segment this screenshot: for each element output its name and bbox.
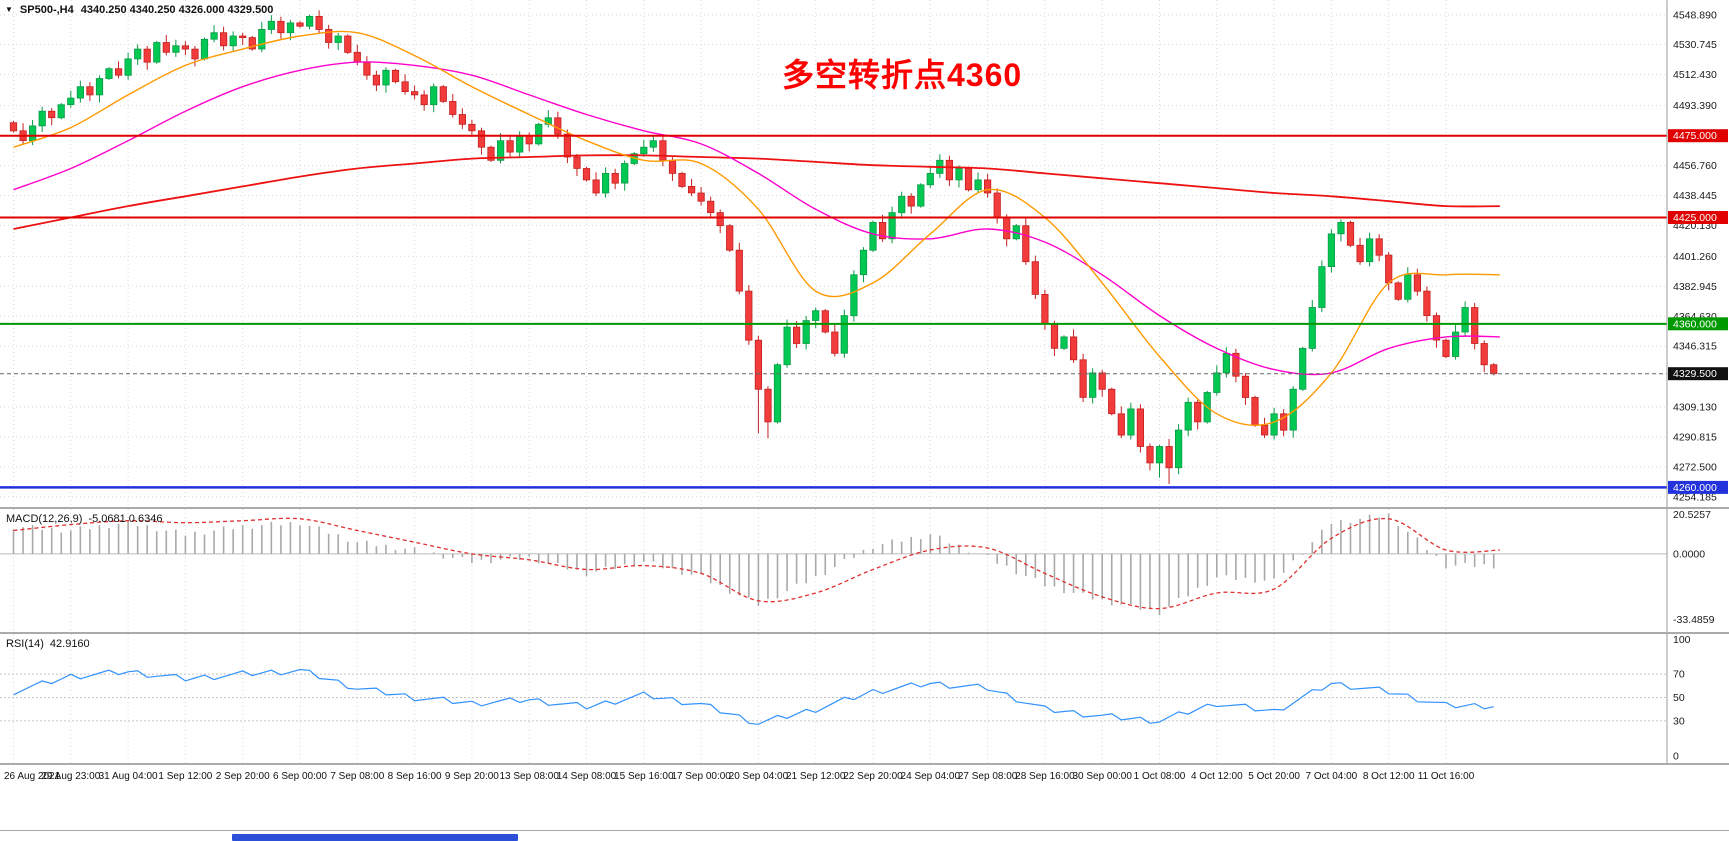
price-badge: 4360.000 (1668, 317, 1728, 331)
time-label: 17 Sep 00:00 (671, 771, 731, 782)
time-label: 20 Sep 04:00 (728, 771, 789, 782)
rsi-grid (13, 634, 1447, 763)
svg-text:100: 100 (1673, 634, 1691, 646)
price-axis-labels[interactable]: 4548.890 4530.745 4512.430 4493.390 4456.760… (1673, 9, 1717, 503)
svg-text:0.0000: 0.0000 (1673, 548, 1705, 560)
svg-text:4456.760: 4456.760 (1673, 160, 1717, 172)
macd-panel[interactable]: 20.5257 0.0000 -33.4859 MACD(12,26,9) -5.06… (0, 509, 1729, 632)
scrollbar-thumb[interactable] (232, 834, 518, 841)
svg-text:4512.430: 4512.430 (1673, 69, 1717, 81)
collapse-triangle-icon[interactable]: ▼ (5, 5, 13, 14)
time-label: 9 Sep 20:00 (444, 771, 499, 782)
time-label: 30 Sep 00:00 (1072, 771, 1132, 782)
macd-histogram (12, 513, 1495, 616)
time-axis[interactable]: 26 Aug 2021 29 Aug 23:00 31 Aug 04:00 1 Sep… (0, 763, 1729, 791)
ma-orange-line (13, 30, 1500, 426)
rsi-axis-labels[interactable]: 100 70 50 30 0 (1673, 634, 1691, 763)
annotation-text: 多空转折点4360 (782, 57, 1023, 93)
panel-divider[interactable] (0, 632, 1729, 634)
rsi-indicator-label: RSI(14) 42.9160 (6, 638, 90, 650)
price-badge: 4425.000 (1668, 211, 1728, 224)
price-badge: 4475.000 (1668, 129, 1728, 143)
macd-signal-line (13, 517, 1500, 610)
svg-text:4290.815: 4290.815 (1673, 432, 1717, 444)
svg-text:20.5257: 20.5257 (1673, 509, 1711, 521)
svg-text:4360.000: 4360.000 (1673, 318, 1717, 330)
svg-text:-33.4859: -33.4859 (1673, 614, 1715, 626)
time-label: 6 Sep 00:00 (273, 771, 327, 782)
svg-text:4401.260: 4401.260 (1673, 251, 1717, 263)
rsi-panel[interactable]: 100 70 50 30 0 RSI(14) 42.9160 (0, 634, 1729, 763)
time-label: 8 Oct 12:00 (1362, 771, 1415, 782)
ohlc-values: 4340.250 4340.250 4326.000 4329.500 (80, 4, 274, 16)
rsi-canvas[interactable]: 100 70 50 30 0 (0, 634, 1729, 763)
time-label: 8 Sep 16:00 (387, 771, 442, 782)
time-label: 13 Sep 08:00 (499, 771, 559, 782)
rsi-value: 42.9160 (49, 638, 90, 650)
time-label: 7 Sep 08:00 (330, 771, 385, 782)
svg-text:4260.000: 4260.000 (1673, 482, 1717, 494)
time-label: 15 Sep 16:00 (614, 771, 674, 782)
macd-label: MACD(12,26,9) (6, 513, 83, 525)
macd-axis-labels[interactable]: 20.5257 0.0000 -33.4859 (1673, 509, 1715, 626)
rsi-label: RSI(14) (6, 638, 44, 650)
svg-text:50: 50 (1673, 692, 1685, 704)
time-label: 1 Sep 12:00 (158, 771, 213, 782)
symbol-ohlc-label: ▼ SP500-,H4 4340.250 4340.250 4326.000 4… (5, 4, 273, 16)
svg-text:4329.500: 4329.500 (1673, 368, 1717, 380)
time-label: 27 Sep 08:00 (957, 771, 1018, 782)
panel-divider[interactable] (0, 507, 1729, 509)
svg-text:4382.945: 4382.945 (1673, 281, 1717, 293)
rsi-line (13, 668, 1494, 725)
svg-text:70: 70 (1673, 669, 1685, 681)
time-label: 21 Sep 12:00 (785, 771, 846, 782)
macd-canvas[interactable]: 20.5257 0.0000 -33.4859 (0, 509, 1729, 632)
ma-red-line (13, 154, 1500, 230)
time-label: 26 Aug 2021 (4, 771, 61, 782)
svg-text:4475.000: 4475.000 (1673, 130, 1717, 142)
svg-text:4309.130: 4309.130 (1673, 402, 1717, 414)
svg-text:4438.445: 4438.445 (1673, 190, 1717, 202)
time-label: 29 Aug 23:00 (41, 771, 101, 782)
price-badge: 4329.500 (1668, 367, 1728, 381)
svg-text:4272.500: 4272.500 (1673, 461, 1717, 473)
candlesticks (9, 10, 1498, 485)
time-label: 24 Sep 04:00 (900, 771, 961, 782)
svg-text:4493.390: 4493.390 (1673, 100, 1717, 112)
svg-text:0: 0 (1673, 751, 1679, 763)
symbol-name: SP500-,H4 (19, 4, 74, 16)
time-label: 11 Oct 16:00 (1417, 771, 1475, 782)
time-label: 31 Aug 04:00 (98, 771, 158, 782)
time-label: 1 Oct 08:00 (1133, 771, 1186, 782)
time-label: 7 Oct 04:00 (1305, 771, 1358, 782)
svg-text:4254.185: 4254.185 (1673, 491, 1717, 503)
main-chart-panel[interactable]: 4548.890 4530.745 4512.430 4493.390 4456.760… (0, 0, 1729, 507)
time-label: 28 Sep 16:00 (1015, 771, 1075, 782)
main-chart-canvas[interactable]: 4548.890 4530.745 4512.430 4493.390 4456.760… (0, 0, 1729, 507)
svg-text:30: 30 (1673, 715, 1685, 727)
svg-text:4530.745: 4530.745 (1673, 39, 1717, 51)
macd-values: -5.0681 0.6346 (88, 513, 163, 525)
price-badge: 4260.000 (1668, 480, 1728, 494)
macd-indicator-label: MACD(12,26,9) -5.0681 0.6346 (6, 513, 162, 525)
svg-text:4548.890: 4548.890 (1673, 9, 1717, 21)
horizontal-scrollbar[interactable] (0, 830, 1729, 841)
main-grid (0, 0, 1667, 507)
time-label: 5 Oct 20:00 (1248, 771, 1300, 782)
svg-text:4346.315: 4346.315 (1673, 341, 1717, 353)
time-label: 22 Sep 20:00 (843, 771, 903, 782)
ma-magenta-line (13, 61, 1500, 376)
time-label: 2 Sep 20:00 (215, 771, 270, 782)
time-label: 4 Oct 12:00 (1190, 771, 1243, 782)
time-label: 14 Sep 08:00 (556, 771, 617, 782)
svg-text:4425.000: 4425.000 (1673, 212, 1717, 224)
